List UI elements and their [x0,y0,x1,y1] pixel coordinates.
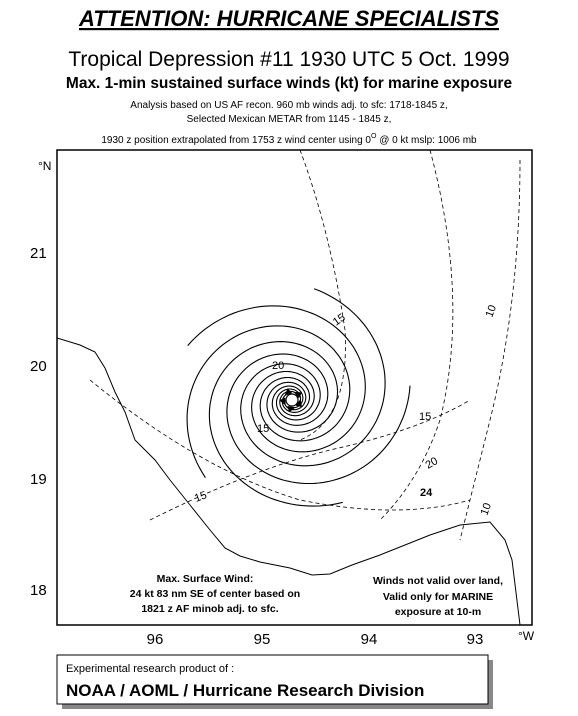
contour-label: 24 [420,487,433,499]
lon-label: 96 [147,631,164,648]
annotation: Valid only for MARINE [383,591,493,603]
streamline [226,353,411,485]
coastline [57,337,521,625]
annotation: exposure at 10-m [395,606,481,618]
annotation: 24 kt 83 nm SE of center based on [130,588,300,600]
note: Selected Mexican METAR from 1145 - 1845 … [187,114,392,125]
lat-label: 21 [30,245,47,262]
streamline [208,341,343,507]
storm-center [285,393,299,407]
map-frame [56,149,533,626]
footer-org: NOAA / AOML / Hurricane Research Divisio… [66,681,424,700]
isotach [299,150,346,441]
footer-box [56,654,489,705]
lon-label: 94 [361,631,378,648]
footer-line: Experimental research product of : [66,663,234,675]
note-sup: O [371,133,377,140]
contour-label: 20 [272,360,284,372]
contour-label: 10 [484,303,499,319]
contour-label: 15 [257,423,269,435]
note-part: @ 0 kt mslp: 1006 mb [376,135,477,146]
validity-note: Winds not valid over land, Valid only fo… [373,575,503,618]
lon-label: 95 [254,631,271,648]
contour-label: 15 [331,312,348,329]
contour-label: 15 [419,411,431,423]
isotach [149,399,471,521]
isotach [379,150,454,521]
lat-label: 19 [30,471,47,488]
map-layer [57,150,521,625]
description: Max. 1-min sustained surface winds (kt) … [66,75,513,92]
lat-label: 20 [30,358,47,375]
contour-label: 15 [193,489,209,504]
streamline [186,325,351,478]
streamline [240,288,386,467]
contour-label: 10 [479,501,494,517]
lat-label: 18 [30,582,47,599]
contour-labels: 10 15 20 15 15 20 24 10 15 [193,303,499,517]
lon-unit: °W [518,629,535,643]
streamline [187,305,366,453]
isotach [89,379,471,511]
contour-label: 20 [424,455,441,472]
note-part: 1930 z position extrapolated from 1753 z… [101,135,371,146]
subtitle: Tropical Depression #11 1930 UTC 5 Oct. … [68,48,509,71]
lat-unit: °N [38,159,51,173]
lon-label: 93 [467,631,484,648]
annotation: Winds not valid over land, [373,575,503,587]
annotation: Max. Surface Wind: [157,573,254,585]
title: ATTENTION: HURRICANE SPECIALISTS [78,6,499,31]
max-wind-note: Max. Surface Wind: 24 kt 83 nm SE of cen… [130,573,300,615]
note: 1930 z position extrapolated from 1753 z… [101,133,477,146]
isotach [459,159,521,541]
note: Analysis based on US AF recon. 960 mb wi… [130,100,447,111]
annotation: 1821 z AF minob adj. to sfc. [141,603,278,615]
